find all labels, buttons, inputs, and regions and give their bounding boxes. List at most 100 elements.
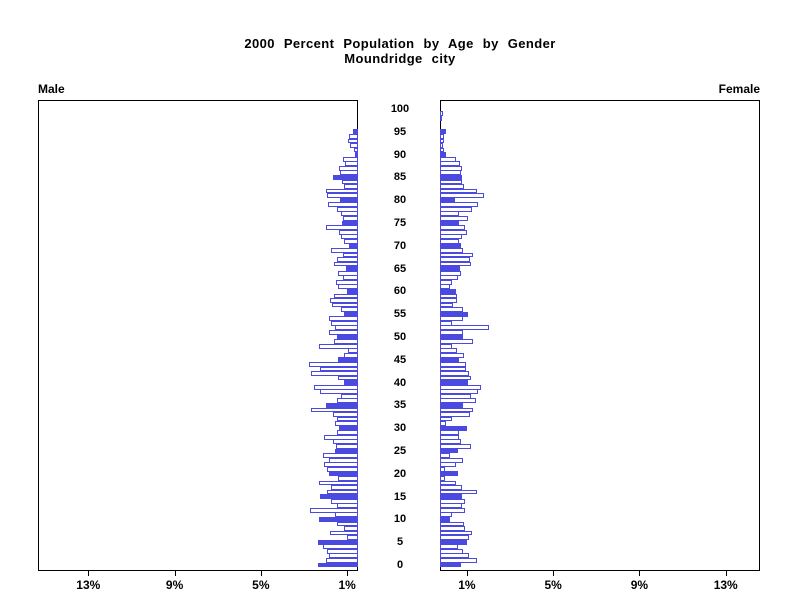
male-bar-age-88 [345,161,358,167]
age-tick-label-70: 70 [393,239,407,252]
female-bar-age-21 [440,466,446,472]
female-bar-age-69 [440,247,464,253]
chart-title-line1: 2000 Percent Population by Age by Gender [244,36,556,51]
male-bar-age-37 [341,393,358,399]
male-bar-age-57 [332,302,358,308]
female-bar-age-30 [440,425,467,431]
female-bar-age-51 [440,330,464,335]
female-bar-age-17 [440,485,463,490]
female-bar-age-44 [440,361,466,367]
male-bar-age-66 [334,261,358,267]
age-tick-label-5: 5 [396,536,404,549]
age-tick-label-0: 0 [396,559,404,571]
female-bar-age-48 [440,343,453,349]
female-bar-age-54 [440,316,464,322]
age-tick-label-90: 90 [393,148,407,161]
male-bar-age-35 [325,403,358,408]
male-bar-age-8 [344,526,358,531]
male-bar-age-64 [337,270,358,276]
age-tick-label-50: 50 [393,331,407,343]
male-bar-age-86 [339,170,358,176]
age-tick-label-100: 100 [390,103,410,115]
male-bar-age-62 [335,279,358,285]
age-tick-label-40: 40 [393,376,407,389]
male-bar-age-23 [329,457,358,463]
age-tick-label-80: 80 [393,194,407,207]
female-bar-age-68 [440,252,473,258]
female-axis-tick-mark-9% [639,571,641,576]
female-bar-age-45 [440,357,459,363]
female-bar-age-92 [440,143,444,148]
male-bar-age-33 [332,412,358,417]
male-bar-age-27 [332,439,358,445]
female-bar-age-40 [440,380,468,385]
male-bar-age-7 [330,530,358,536]
female-bar-age-47 [440,348,457,354]
female-bar-age-63 [440,275,459,281]
male-bar-age-78 [337,206,358,212]
female-axis-tick-mark-13% [725,571,727,576]
male-bar-age-9 [337,521,358,527]
male-axis-tick-mark-5% [260,571,262,576]
female-bar-age-88 [440,161,460,167]
male-bar-age-67 [337,257,358,262]
male-bar-age-1 [325,558,358,563]
male-bar-age-90 [354,152,358,157]
male-bar-age-55 [344,311,358,317]
male-bar-age-24 [322,453,358,458]
male-axis-tick-mark-13% [88,571,90,576]
female-bar-age-27 [440,439,461,445]
female-bar-age-28 [440,434,459,440]
female-bar-age-78 [440,206,472,212]
male-bar-age-70 [348,243,358,249]
male-bar-age-49 [333,339,358,344]
female-bar-age-4 [440,544,458,550]
male-axis-tick-label-9%: 9% [165,578,184,592]
age-tick-label-75: 75 [393,217,407,229]
male-bar-age-21 [326,466,358,472]
male-axis-tick-mark-9% [174,571,176,576]
male-bar-age-47 [347,348,358,354]
male-bar-age-85 [333,175,358,180]
male-bar-age-58 [330,298,358,303]
female-bar-age-14 [440,498,465,504]
age-tick-label-65: 65 [393,262,407,275]
female-bar-age-58 [440,298,458,303]
female-panel-label: Female [718,82,760,96]
male-bar-age-84 [341,179,358,185]
age-tick-label-45: 45 [393,353,407,366]
male-bar-age-93 [348,138,358,144]
female-bar-age-83 [440,184,464,189]
female-bar-age-67 [440,257,470,262]
female-axis-tick-mark-1% [466,571,468,576]
male-bar-age-17 [331,485,358,490]
male-bar-age-20 [329,471,358,477]
male-bar-age-87 [338,165,358,171]
female-bar-age-84 [440,179,463,185]
female-axis-tick-label-9%: 9% [630,578,649,592]
male-axis-tick-mark-1% [347,571,349,576]
male-panel [38,100,358,571]
male-panel-label: Male [38,82,65,96]
female-bar-age-31 [440,421,447,427]
male-bar-age-43 [320,366,358,372]
female-bar-age-90 [440,152,447,157]
female-bar-age-16 [440,489,477,495]
female-bar-age-26 [440,444,472,449]
male-bar-age-94 [349,133,358,139]
male-bar-age-14 [331,498,358,504]
male-bar-age-80 [339,197,358,203]
female-bar-age-60 [440,289,456,294]
female-bar-age-59 [440,293,458,299]
female-bar-age-38 [440,389,479,395]
age-tick-label-30: 30 [393,422,407,435]
male-bar-age-69 [331,247,358,253]
female-bar-age-80 [440,197,455,203]
female-bar-age-35 [440,403,464,408]
female-bar-age-8 [440,526,465,531]
female-axis-tick-mark-5% [553,571,555,576]
female-bar-age-93 [440,138,444,144]
male-bar-age-38 [320,389,358,395]
male-axis-tick-label-5%: 5% [252,578,270,592]
